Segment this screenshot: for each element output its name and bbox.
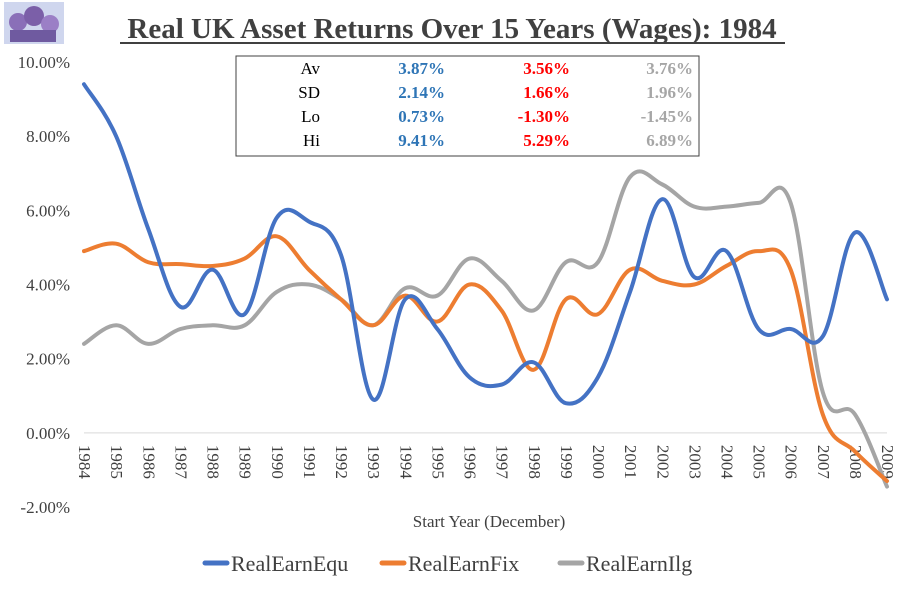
y-tick-label: -2.00% xyxy=(20,498,70,517)
x-tick-label: 1999 xyxy=(557,445,576,479)
plot-area xyxy=(82,82,889,489)
legend-label-realearnequ: RealEarnEqu xyxy=(231,551,348,576)
stats-table: Av 3.87% 3.56% 3.76% SD 2.14% 1.66% 1.96% Lo 0.73… xyxy=(235,55,700,157)
stats-value: 1.96% xyxy=(646,83,693,102)
stats-row-label: SD xyxy=(298,83,320,102)
y-tick-label: 6.00% xyxy=(26,201,70,220)
stats-value: 3.87% xyxy=(398,59,445,78)
stats-row-label: Lo xyxy=(301,107,320,126)
x-tick-label: 1991 xyxy=(300,445,319,479)
x-tick-label: 2009 xyxy=(878,445,897,479)
x-tick-label: 1986 xyxy=(139,445,158,479)
x-tick-label: 2000 xyxy=(589,445,608,479)
x-tick-label: 1995 xyxy=(428,445,447,479)
stats-row-label: Av xyxy=(300,59,320,78)
stats-value: -1.30% xyxy=(518,107,570,126)
x-tick-label: 1993 xyxy=(364,445,383,479)
stats-value: 3.56% xyxy=(523,59,570,78)
stats-value: -1.45% xyxy=(641,107,693,126)
y-axis: -2.00% 0.00% 2.00% 4.00% 6.00% 8.00% 10.00% xyxy=(18,53,70,517)
x-axis-label: Start Year (December) xyxy=(413,512,565,531)
stats-value: 0.73% xyxy=(398,107,445,126)
y-tick-label: 4.00% xyxy=(26,276,70,295)
x-tick-label: 1985 xyxy=(107,445,126,479)
legend-label-realearnilg: RealEarnIlg xyxy=(586,551,692,576)
x-tick-label: 1994 xyxy=(396,445,415,480)
x-tick-label: 1984 xyxy=(75,445,94,480)
chart-title: Real UK Asset Returns Over 15 Years (Wag… xyxy=(127,13,776,45)
x-tick-label: 2005 xyxy=(750,445,769,479)
stats-value: 9.41% xyxy=(398,131,445,150)
x-axis: 1984 1985 1986 1987 1988 1989 1990 1991 1992 1993… xyxy=(75,445,897,480)
x-tick-label: 2002 xyxy=(653,445,672,479)
x-tick-label: 1992 xyxy=(332,445,351,479)
y-tick-label: 0.00% xyxy=(26,424,70,443)
x-tick-label: 2006 xyxy=(782,445,801,479)
stats-value: 2.14% xyxy=(398,83,445,102)
y-tick-label: 2.00% xyxy=(26,350,70,369)
y-tick-label: 8.00% xyxy=(26,127,70,146)
x-tick-label: 1996 xyxy=(461,445,480,479)
publisher-logo xyxy=(4,2,64,44)
stats-value: 6.89% xyxy=(646,131,693,150)
x-tick-label: 2008 xyxy=(846,445,865,479)
x-tick-label: 2001 xyxy=(621,445,640,479)
series-line-realearnilg xyxy=(82,169,889,489)
series-line-realearnfix xyxy=(82,234,889,484)
stats-row-label: Hi xyxy=(303,131,320,150)
x-tick-label: 1988 xyxy=(204,445,223,479)
stats-value: 1.66% xyxy=(523,83,570,102)
x-tick-label: 2004 xyxy=(717,445,736,480)
series-line-realearnequ xyxy=(82,82,889,406)
x-tick-label: 2003 xyxy=(685,445,704,479)
x-tick-label: 1990 xyxy=(268,445,287,479)
stats-value: 3.76% xyxy=(646,59,693,78)
x-tick-label: 2007 xyxy=(814,445,833,480)
x-tick-label: 1997 xyxy=(493,445,512,480)
y-tick-label: 10.00% xyxy=(18,53,70,72)
legend: RealEarnEqu RealEarnFix RealEarnIlg xyxy=(202,551,692,576)
x-tick-label: 1998 xyxy=(525,445,544,479)
stats-value: 5.29% xyxy=(523,131,570,150)
x-tick-label: 1989 xyxy=(236,445,255,479)
x-tick-label: 1987 xyxy=(171,445,190,480)
legend-label-realearnfix: RealEarnFix xyxy=(408,551,519,576)
